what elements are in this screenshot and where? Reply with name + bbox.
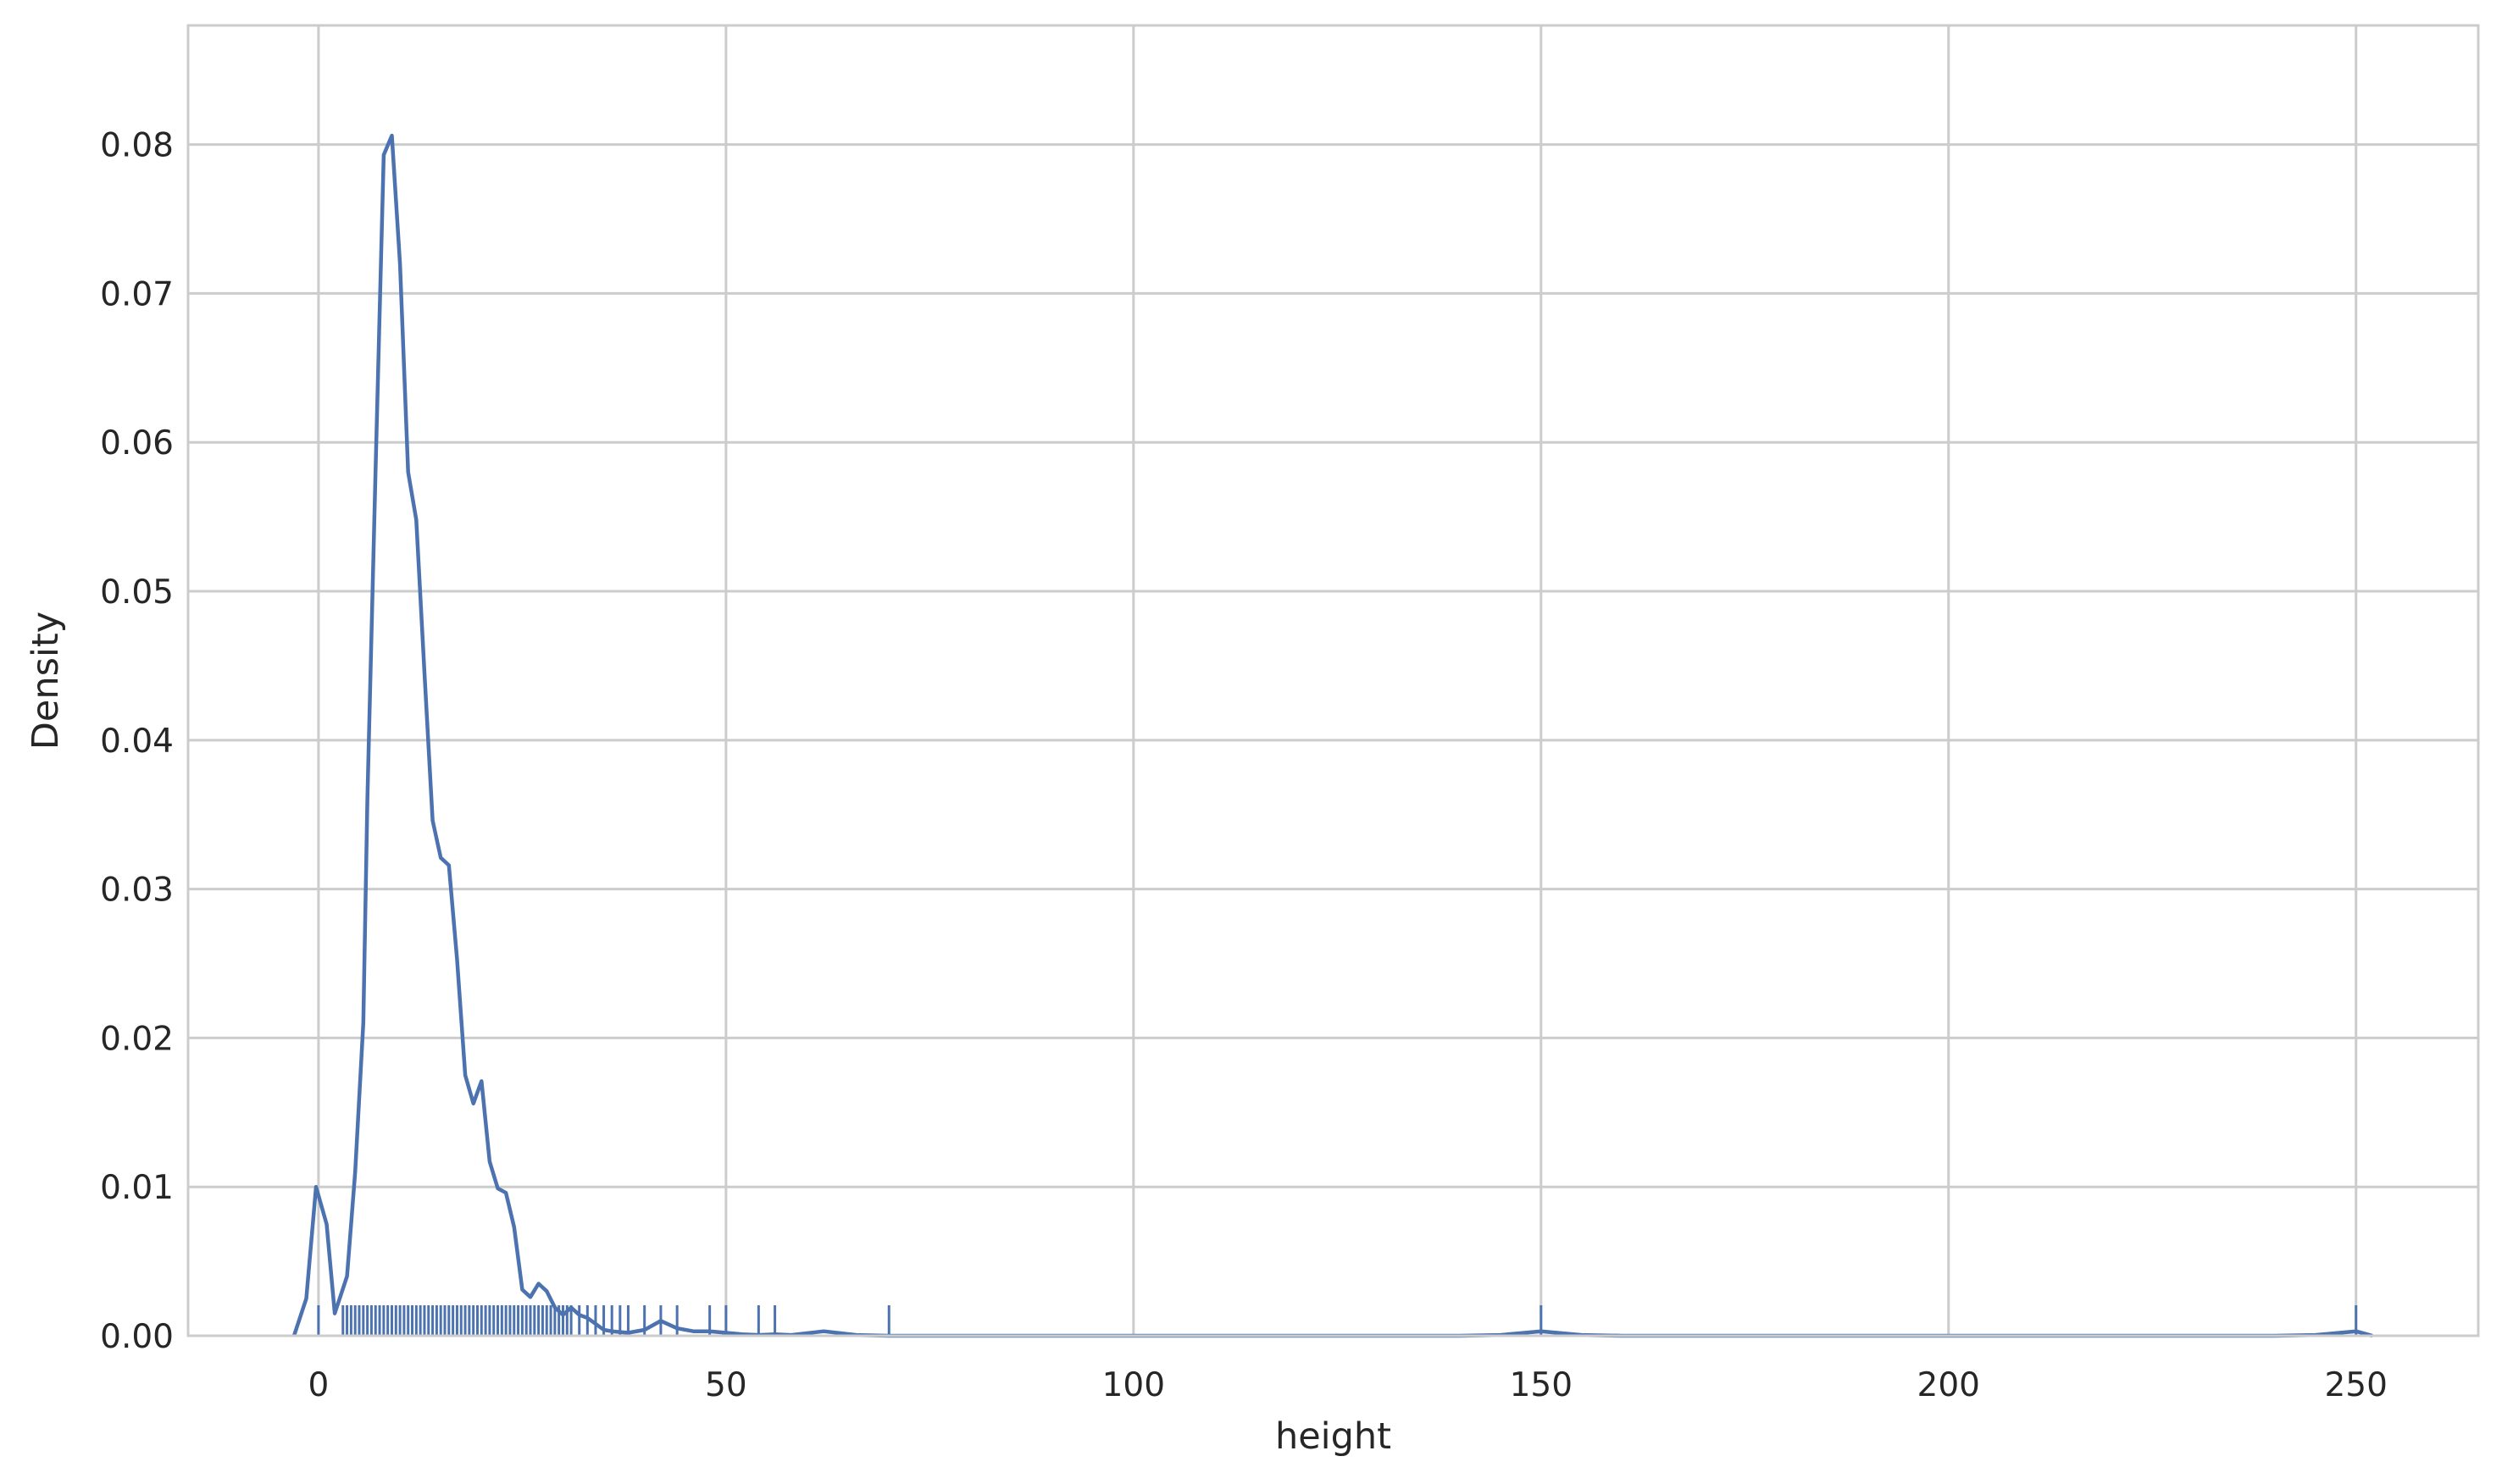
y-tick-label: 0.01	[100, 1169, 174, 1207]
x-tick-labels: 0 50 100 150 200 250	[308, 1366, 2387, 1404]
y-tick-label: 0.05	[100, 573, 174, 612]
y-tick-label: 0.07	[100, 275, 174, 313]
y-tick-label: 0.06	[100, 424, 174, 462]
x-tick-label: 150	[1510, 1366, 1573, 1404]
y-tick-label: 0.02	[100, 1020, 174, 1058]
x-tick-label: 200	[1917, 1366, 1980, 1404]
grid-lines	[188, 25, 2478, 1337]
x-tick-label: 50	[705, 1366, 747, 1404]
x-tick-label: 0	[308, 1366, 329, 1404]
y-tick-label: 0.00	[100, 1318, 174, 1356]
y-tick-label: 0.08	[100, 127, 174, 165]
x-tick-label: 100	[1102, 1366, 1165, 1404]
rug-marks	[317, 1305, 2358, 1336]
y-tick-labels: 0.00 0.01 0.02 0.03 0.04 0.05 0.06 0.07 0.08	[100, 127, 174, 1356]
x-tick-label: 250	[2324, 1366, 2387, 1404]
x-axis-label: height	[1275, 1415, 1391, 1458]
y-axis-label: Density	[25, 612, 67, 750]
plot-frame	[186, 24, 2480, 1337]
y-tick-label: 0.04	[100, 723, 174, 761]
y-tick-label: 0.03	[100, 872, 174, 910]
